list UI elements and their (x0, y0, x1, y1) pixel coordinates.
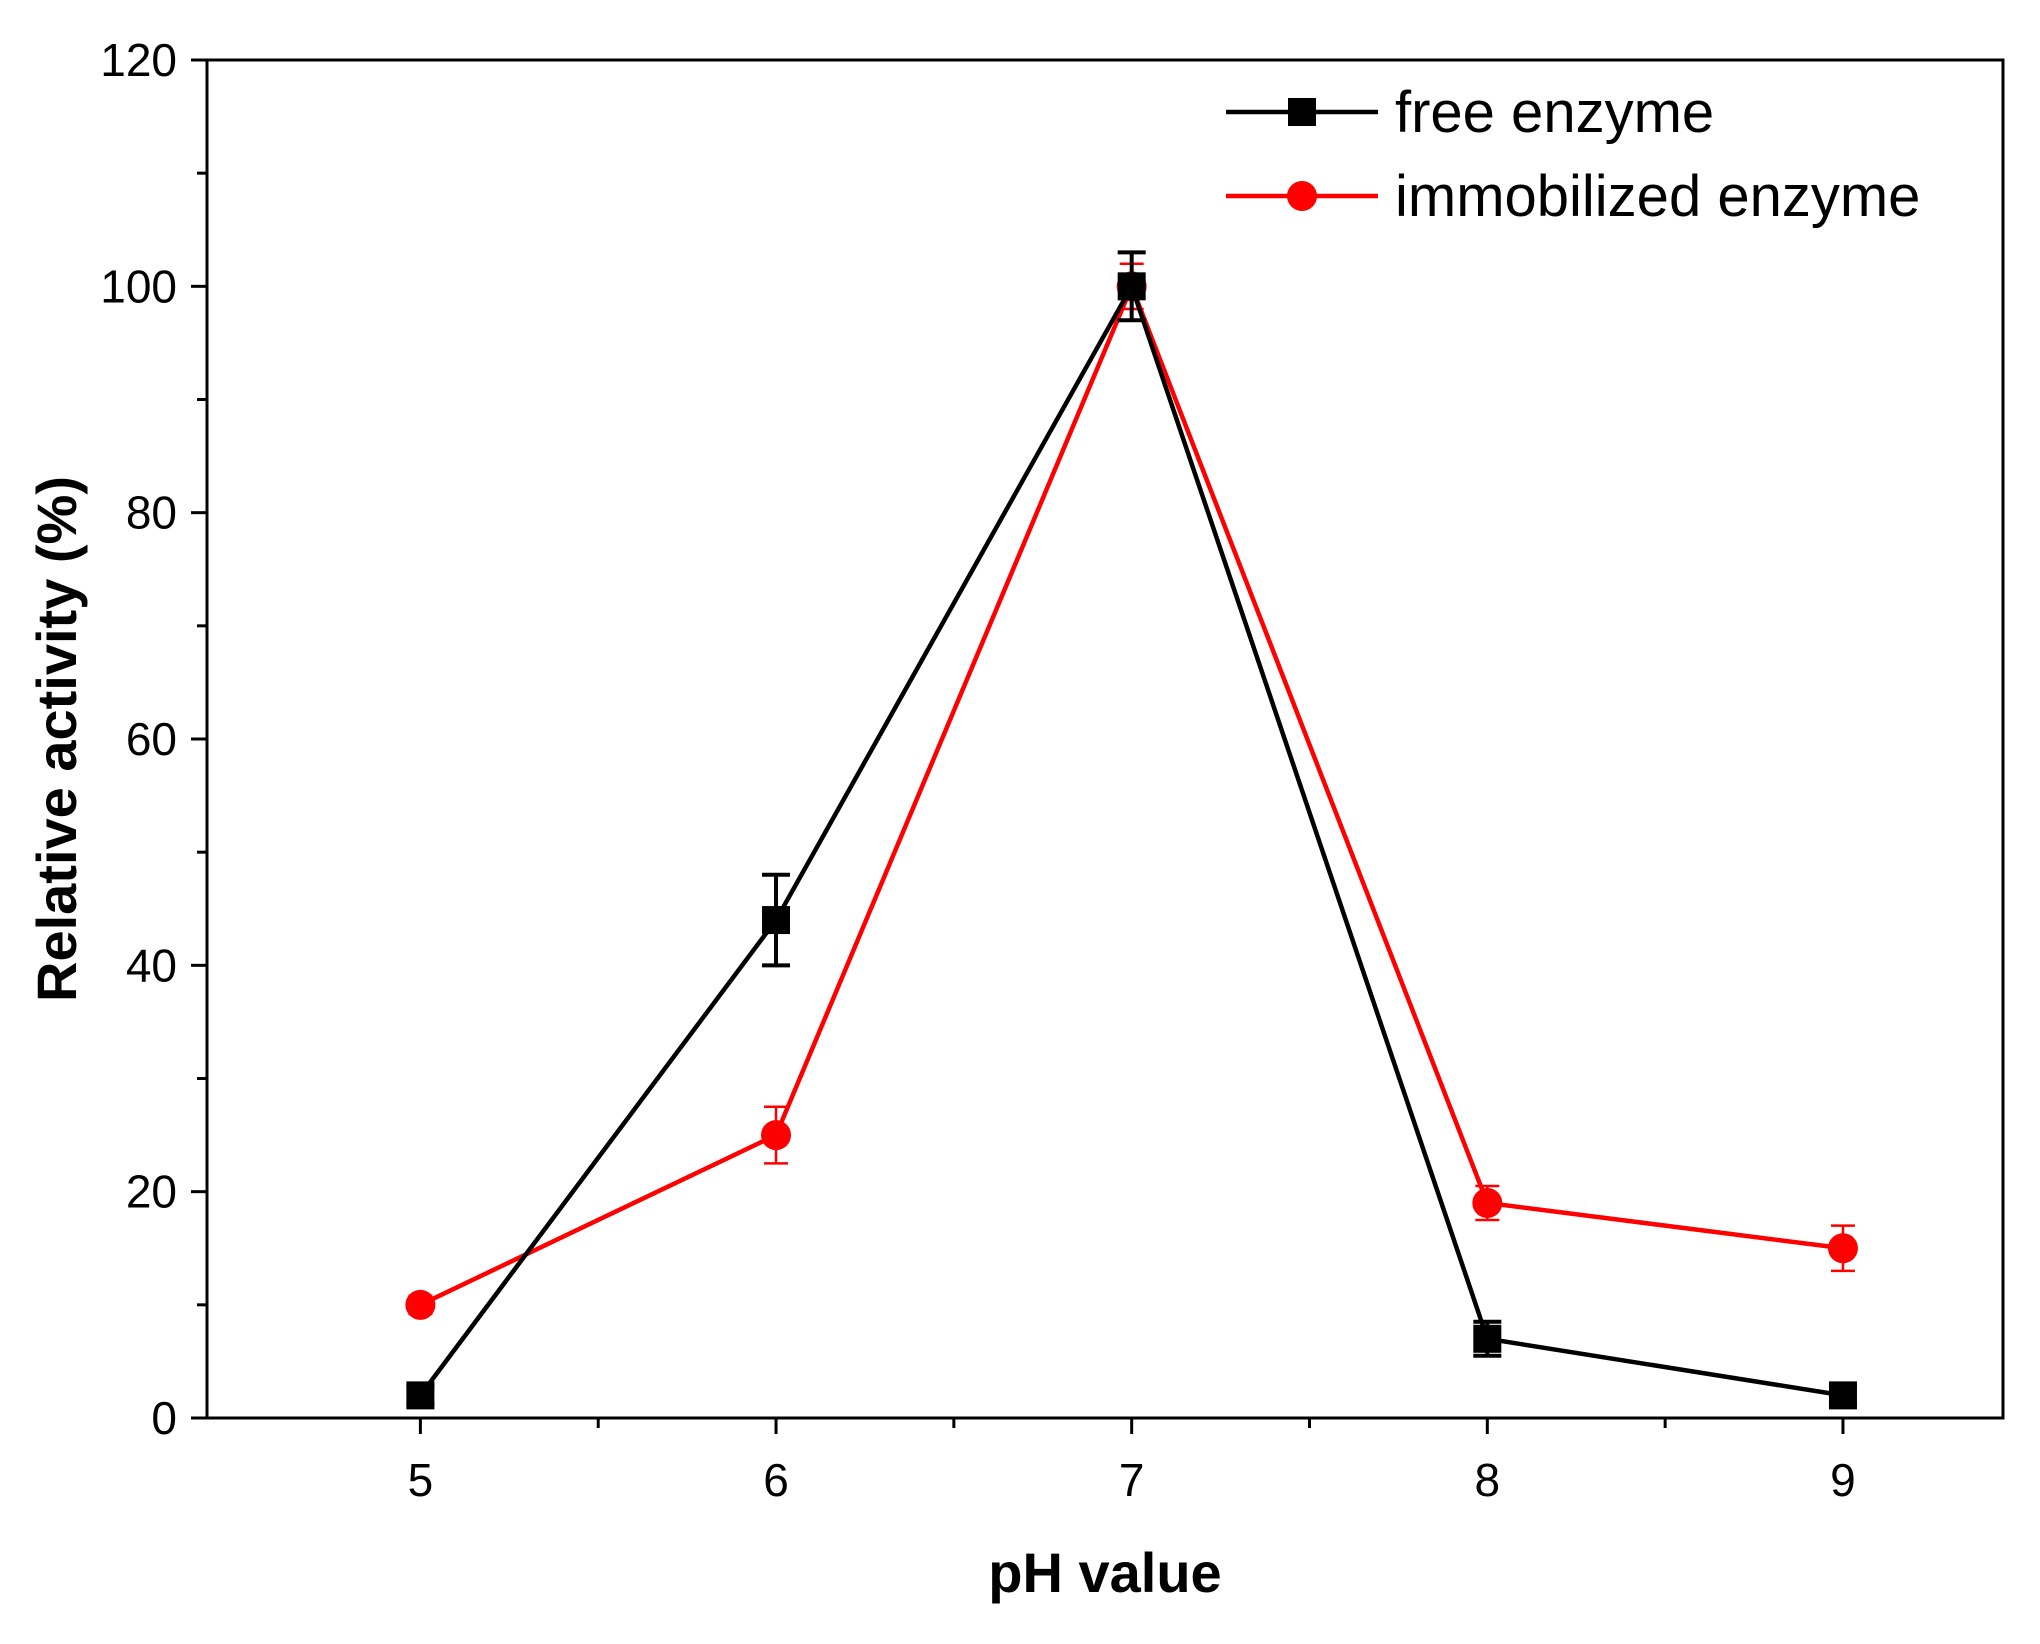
data-point (405, 1289, 436, 1320)
data-point (1472, 1187, 1503, 1218)
y-tick-label: 120 (100, 34, 177, 86)
data-point (1827, 1233, 1858, 1264)
series-free-enzyme (406, 250, 1857, 1410)
legend-label: immobilized enzyme (1395, 164, 1920, 229)
x-tick-label: 7 (1119, 1454, 1145, 1506)
x-tick-label: 9 (1830, 1454, 1856, 1506)
y-tick-label: 60 (126, 713, 177, 765)
x-axis-title: pH value (988, 1541, 1221, 1604)
y-tick-label: 40 (126, 939, 177, 991)
y-tick-label: 20 (126, 1166, 177, 1218)
legend-label: free enzyme (1395, 80, 1714, 145)
plot-area (205, 58, 2005, 1420)
series-layer (405, 250, 1858, 1410)
plot-frame (205, 58, 2005, 1420)
x-tick-label: 8 (1475, 1454, 1501, 1506)
data-point (761, 1120, 792, 1151)
y-tick-label: 100 (100, 260, 177, 312)
data-point (1117, 272, 1146, 301)
legend: free enzyme immobilized enzyme (1226, 80, 1920, 229)
data-point (762, 906, 791, 935)
x-tick-label: 6 (763, 1454, 789, 1506)
series-immobilized-enzyme (405, 262, 1858, 1320)
y-tick-label: 80 (126, 487, 177, 539)
data-point (406, 1381, 435, 1410)
data-point (1828, 1381, 1857, 1410)
series-line (418, 280, 1844, 1398)
y-axis-title: Relative activity (%) (25, 476, 88, 1002)
x-tick-label: 5 (408, 1454, 434, 1506)
x-axis-ticks: 5 6 7 8 9 (408, 1418, 1856, 1506)
y-axis-ticks: 0 20 40 60 80 100 120 (100, 34, 207, 1444)
legend-marker (1287, 181, 1317, 211)
data-point (1473, 1324, 1502, 1353)
legend-marker (1288, 98, 1316, 126)
series-line (419, 280, 1844, 1307)
y-tick-label: 0 (151, 1392, 177, 1444)
